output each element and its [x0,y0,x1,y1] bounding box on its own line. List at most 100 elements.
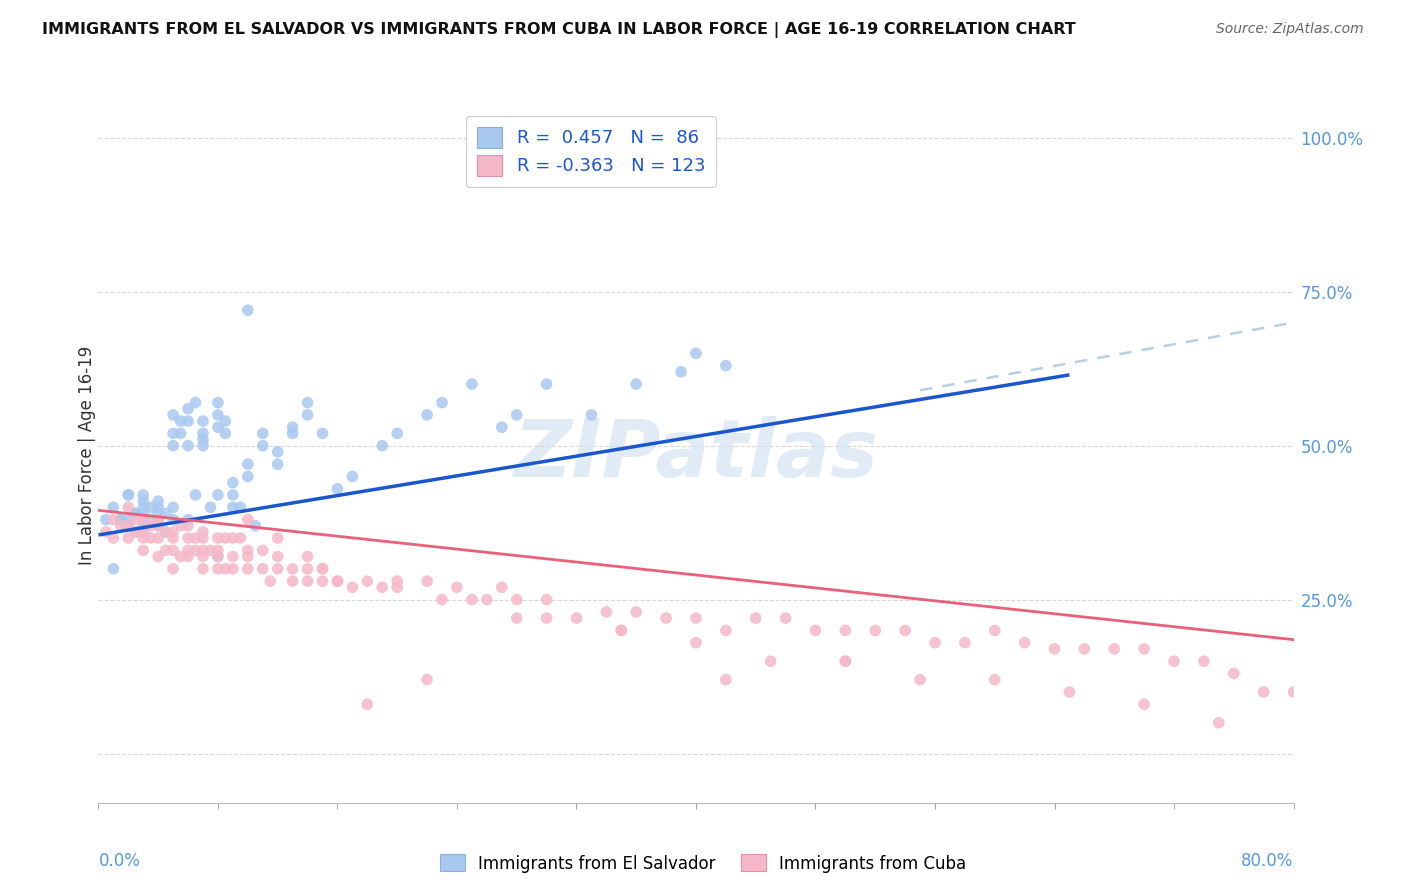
Point [311,562,333,576]
Point [297,549,319,564]
Point [281,574,304,589]
Point [953,636,976,650]
Point [110,512,132,526]
Point [191,531,214,545]
Point [416,574,439,589]
Point [267,562,290,576]
Point [506,611,529,625]
Point [461,592,484,607]
Point [342,469,364,483]
Point [236,457,259,471]
Point [177,439,200,453]
Point [177,549,200,564]
Point [385,574,409,589]
Point [200,543,222,558]
Point [236,549,259,564]
Point [214,414,236,428]
Point [148,512,170,526]
Point [207,420,229,434]
Point [117,518,139,533]
Point [132,531,155,545]
Point [214,426,236,441]
Point [356,574,378,589]
Point [491,420,513,434]
Point [184,531,207,545]
Point [506,592,529,607]
Point [236,303,259,318]
Legend: Immigrants from El Salvador, Immigrants from Cuba: Immigrants from El Salvador, Immigrants … [433,847,973,880]
Point [685,346,707,360]
Point [139,500,162,515]
Point [191,543,214,558]
Point [207,408,229,422]
Point [117,488,139,502]
Point [162,500,184,515]
Point [148,507,170,521]
Point [759,654,782,668]
Point [148,518,170,533]
Point [297,395,319,409]
Point [1073,641,1095,656]
Point [139,518,162,533]
Point [191,433,214,447]
Point [267,531,290,545]
Text: Source: ZipAtlas.com: Source: ZipAtlas.com [1216,22,1364,37]
Point [834,654,856,668]
Point [132,500,155,515]
Point [461,377,484,392]
Point [125,524,148,539]
Point [103,512,125,526]
Point [714,624,737,638]
Point [94,512,117,526]
Point [117,518,139,533]
Point [155,524,177,539]
Point [132,524,155,539]
Point [1208,715,1230,730]
Point [162,524,184,539]
Point [1163,654,1185,668]
Point [177,512,200,526]
Point [252,543,274,558]
Point [103,562,125,576]
Point [177,414,200,428]
Point [148,494,170,508]
Point [1043,641,1066,656]
Point [132,512,155,526]
Point [214,531,236,545]
Point [155,507,177,521]
Point [385,426,409,441]
Point [536,377,558,392]
Point [984,673,1007,687]
Point [297,408,319,422]
Point [1014,636,1036,650]
Point [1253,685,1275,699]
Point [155,524,177,539]
Point [222,549,245,564]
Point [132,543,155,558]
Point [245,518,267,533]
Point [267,549,290,564]
Point [385,580,409,594]
Point [371,439,394,453]
Point [252,439,274,453]
Point [177,543,200,558]
Point [214,562,236,576]
Point [610,624,633,638]
Point [326,482,349,496]
Point [1282,685,1305,699]
Point [626,377,648,392]
Point [177,518,200,533]
Point [685,636,707,650]
Point [236,562,259,576]
Point [117,488,139,502]
Text: 80.0%: 80.0% [1241,852,1294,870]
Point [984,624,1007,638]
Point [162,512,184,526]
Point [103,500,125,515]
Point [191,439,214,453]
Point [1133,641,1156,656]
Point [371,580,394,594]
Point [148,512,170,526]
Point [430,592,453,607]
Point [416,673,439,687]
